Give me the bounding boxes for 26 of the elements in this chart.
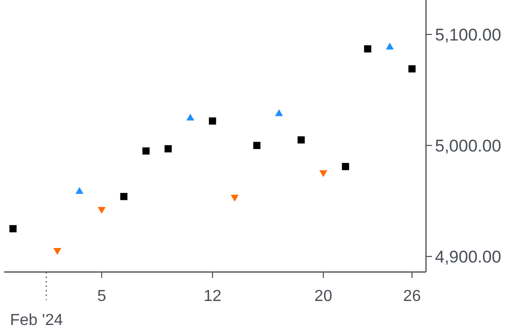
point — [142, 147, 150, 155]
point — [230, 194, 239, 202]
point — [186, 114, 194, 121]
point — [9, 225, 17, 232]
point — [98, 206, 106, 214]
x-tick-label: 12 — [204, 288, 222, 305]
y-tick-label: 5,000.00 — [435, 136, 502, 156]
text: Feb '24 — [10, 312, 63, 329]
y-tick-label: 4,900.00 — [435, 247, 502, 266]
point — [53, 248, 62, 255]
point — [164, 145, 172, 152]
point — [275, 109, 283, 116]
point — [253, 142, 260, 150]
x-tick-label: 26 — [403, 288, 421, 305]
x-tick-label: 20 — [314, 288, 332, 305]
point — [386, 42, 394, 50]
point — [319, 170, 328, 178]
point — [208, 117, 216, 125]
point — [298, 136, 305, 144]
point — [364, 45, 372, 52]
y-tick-label: 5,100.00 — [435, 25, 502, 44]
point — [342, 162, 350, 170]
point — [120, 192, 128, 200]
point — [408, 65, 416, 72]
point — [76, 186, 84, 194]
x-tick-label: 5 — [97, 288, 106, 305]
